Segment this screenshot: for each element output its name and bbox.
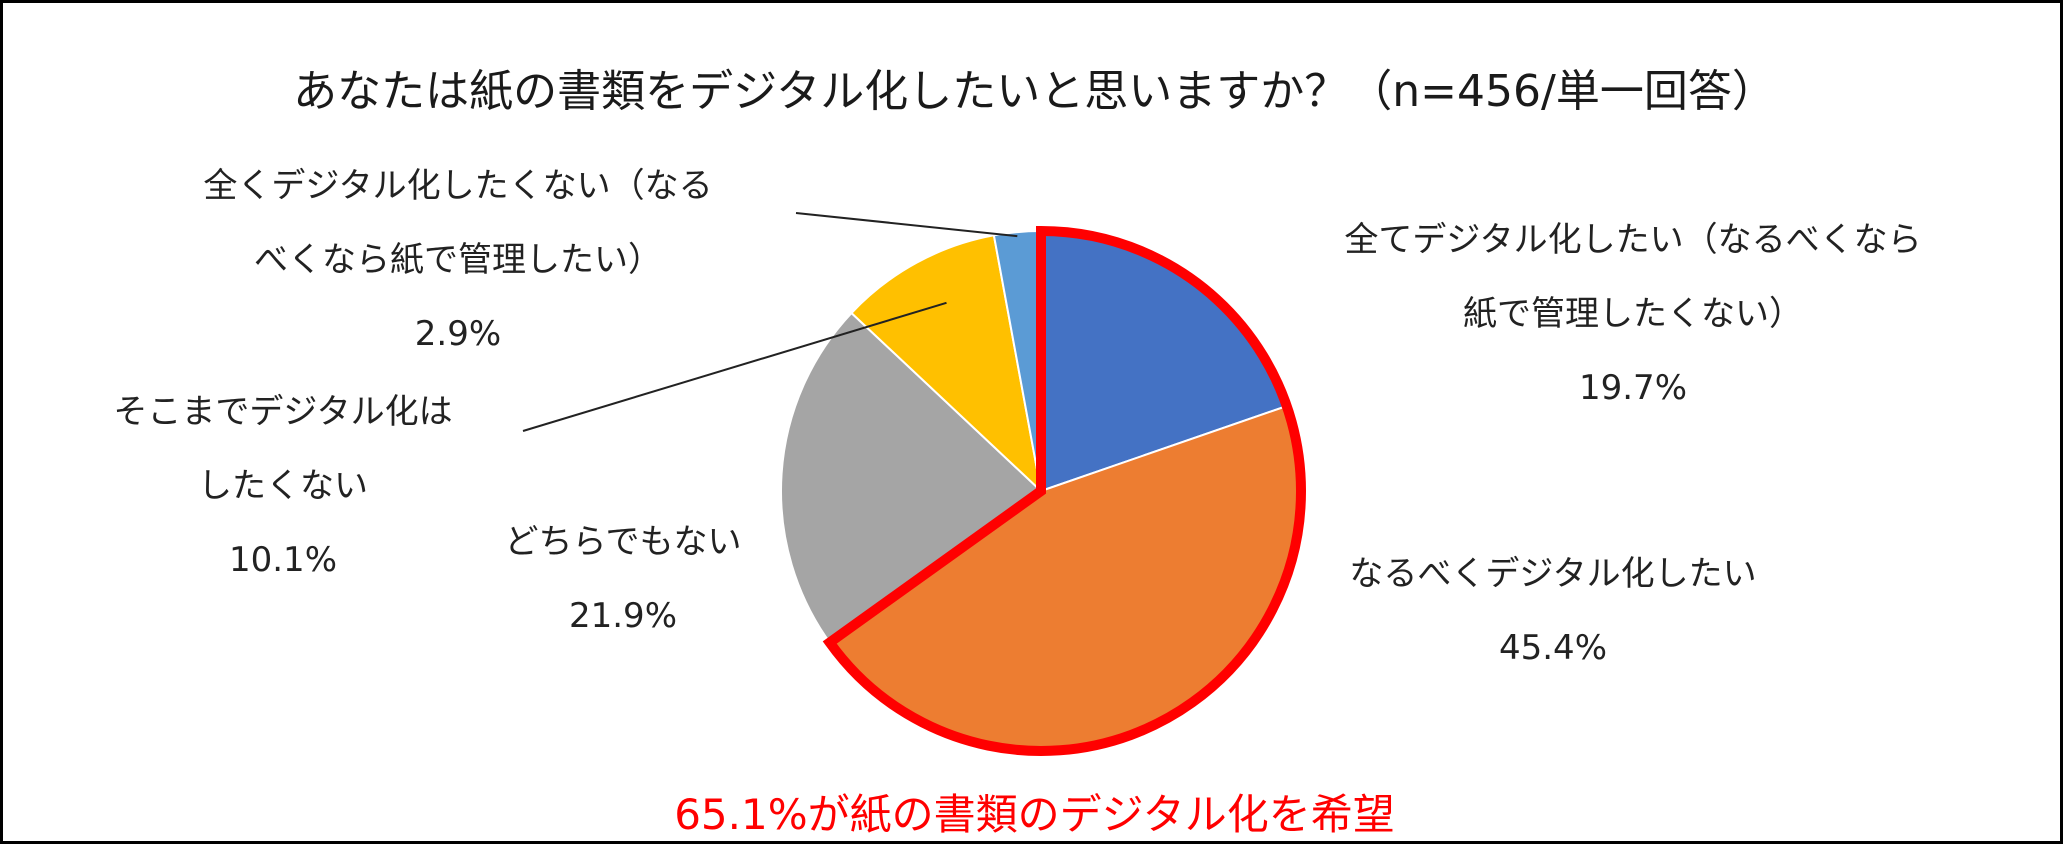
label-no-digital-line2: べくなら紙で管理したい） <box>254 240 662 280</box>
pie-chart <box>522 212 1306 756</box>
label-fully-digital-line2: 紙で管理したくない） <box>1463 294 1803 334</box>
label-no-digital: 全くデジタル化したくない（なる べくなら紙で管理したい） 2.9% <box>153 149 763 371</box>
summary-note: 65.1%が紙の書類のデジタル化を希望 <box>674 790 1395 839</box>
label-no-digital-line1: 全くデジタル化したくない（なる <box>203 166 713 206</box>
chart-title: あなたは紙の書類をデジタル化したいと思いますか？（n=456/単一回答） <box>293 66 1776 117</box>
pie-slice-not-much-digital <box>850 234 1043 494</box>
highlight-outline <box>822 225 1306 756</box>
label-mostly-digital-line1: なるべくデジタル化したい <box>1349 554 1757 594</box>
label-mostly-digital-percent: 45.4% <box>1498 628 1607 668</box>
label-fully-digital: 全てデジタル化したい（なるべくなら 紙で管理したくない） 19.7% <box>1293 203 1973 425</box>
label-not-much-digital-percent: 10.1% <box>228 540 337 580</box>
label-neither-line1: どちらでもない <box>504 522 742 562</box>
label-not-much-digital-line1: そこまでデジタル化は <box>113 392 453 432</box>
label-fully-digital-line1: 全てデジタル化したい（なるべくなら <box>1344 220 1922 260</box>
label-not-much-digital-line2: したくない <box>198 466 368 506</box>
label-no-digital-percent: 2.9% <box>414 314 502 354</box>
pie-slice-neither <box>780 311 1043 644</box>
label-not-much-digital: そこまでデジタル化は したくない 10.1% <box>73 375 493 597</box>
label-neither-percent: 21.9% <box>568 596 677 636</box>
label-fully-digital-percent: 19.7% <box>1578 368 1687 408</box>
label-neither: どちらでもない 21.9% <box>483 505 763 653</box>
leader-line-not-much-digital <box>522 301 947 432</box>
label-mostly-digital: なるべくデジタル化したい 45.4% <box>1303 537 1803 685</box>
leader-line-no-digital <box>795 212 1018 238</box>
